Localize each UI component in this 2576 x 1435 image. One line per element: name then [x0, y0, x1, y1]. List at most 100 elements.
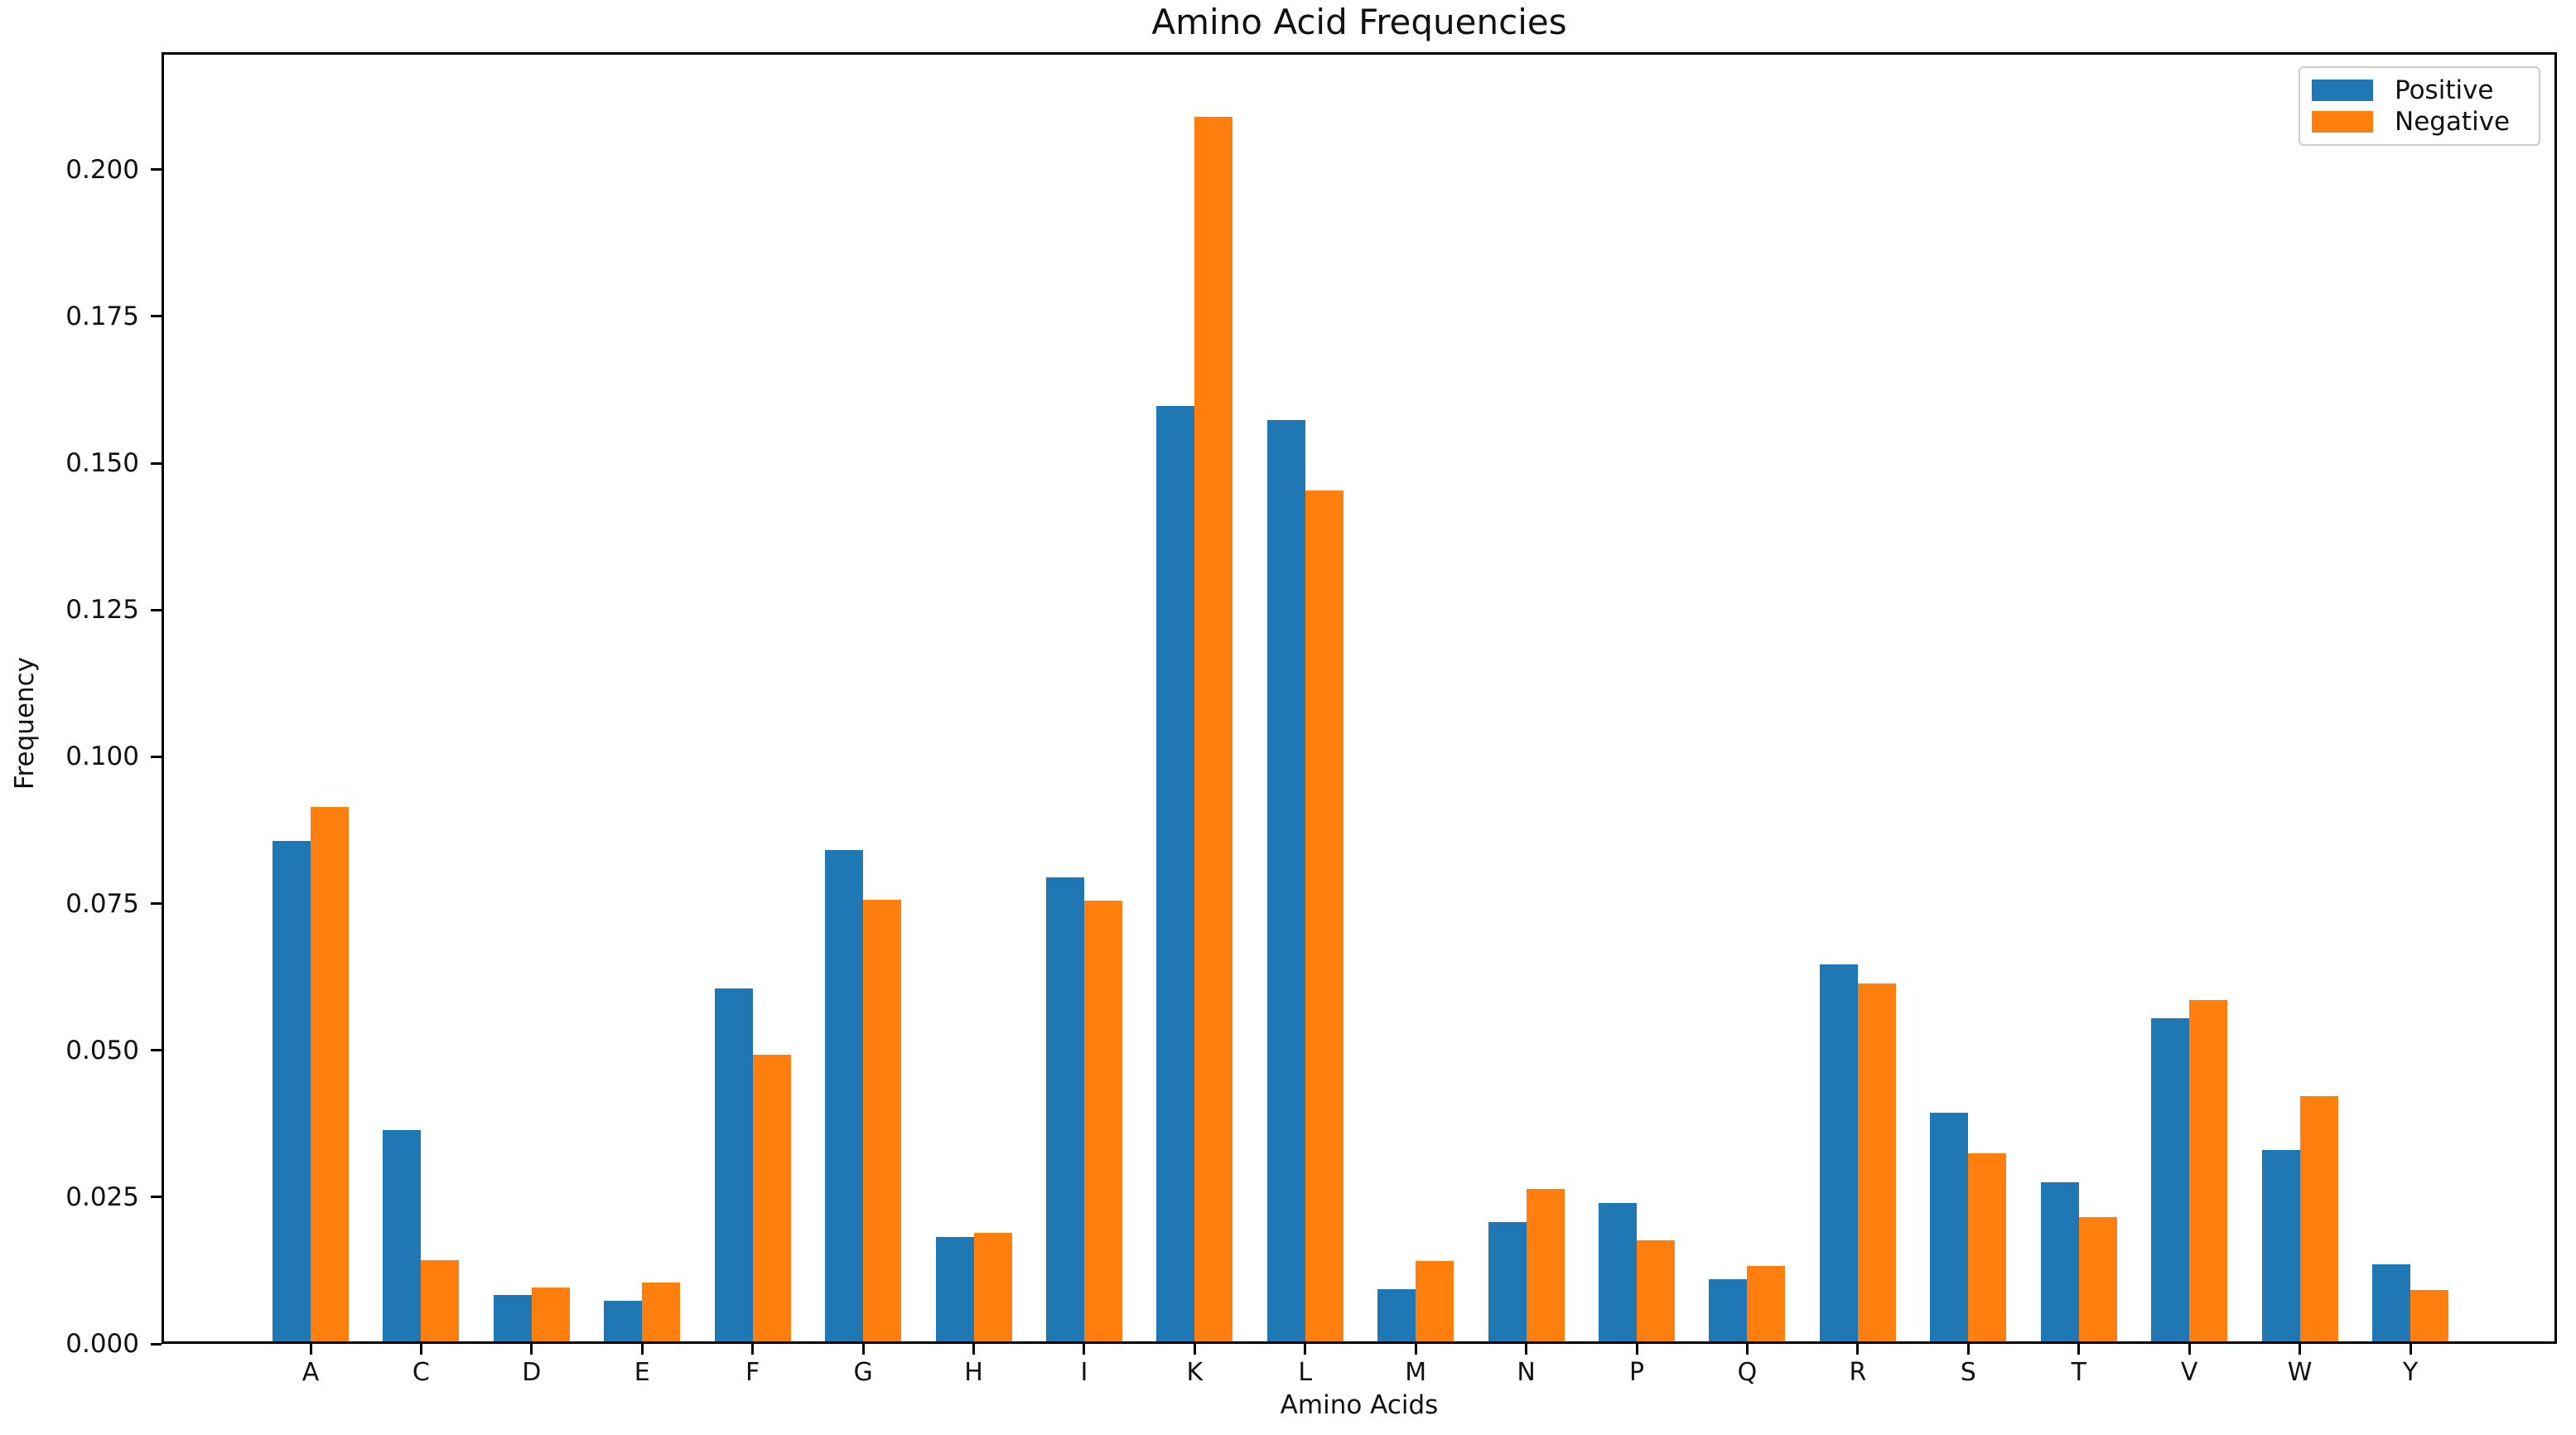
legend-swatch-positive-icon	[2312, 80, 2373, 101]
bar-negative-N	[1526, 1188, 1565, 1341]
y-tick-mark	[151, 1342, 162, 1346]
x-tick-label-Q: Q	[1737, 1358, 1758, 1387]
x-tick-label-V: V	[2180, 1358, 2198, 1387]
x-tick-label-K: K	[1186, 1358, 1204, 1387]
y-tick-label: 0.125	[65, 595, 139, 626]
bar-positive-Q	[1709, 1279, 1748, 1341]
legend-swatch-negative-icon	[2312, 111, 2373, 133]
y-tick-mark	[151, 461, 162, 465]
x-tick-mark	[1525, 1344, 1528, 1355]
bar-negative-S	[1968, 1153, 2007, 1341]
x-axis-label: Amino Acids	[1280, 1390, 1439, 1420]
x-tick-mark	[640, 1344, 644, 1355]
x-tick-mark	[419, 1344, 422, 1355]
bar-negative-W	[2299, 1095, 2338, 1341]
legend-item-positive: Positive	[2312, 76, 2527, 104]
bar-positive-F	[714, 988, 753, 1341]
bar-negative-Q	[1747, 1265, 1786, 1341]
y-tick-label: 0.175	[65, 301, 139, 331]
bar-negative-I	[1083, 900, 1122, 1341]
bar-negative-M	[1416, 1261, 1454, 1341]
bar-positive-R	[1819, 964, 1858, 1341]
bar-positive-C	[383, 1130, 422, 1341]
x-tick-label-Y: Y	[2402, 1358, 2419, 1387]
bar-positive-T	[2040, 1182, 2079, 1341]
y-tick-mark	[151, 608, 162, 611]
bar-positive-H	[935, 1237, 974, 1341]
legend-label-negative: Negative	[2395, 107, 2511, 137]
bar-negative-D	[531, 1287, 570, 1341]
x-tick-mark	[972, 1344, 976, 1355]
bar-positive-L	[1266, 419, 1305, 1341]
legend-label-positive: Positive	[2395, 75, 2494, 105]
x-tick-label-E: E	[634, 1358, 650, 1387]
x-tick-mark	[530, 1344, 533, 1355]
x-tick-label-C: C	[412, 1358, 430, 1387]
x-tick-label-M: M	[1405, 1358, 1427, 1387]
y-tick-mark	[151, 168, 162, 172]
y-tick-label: 0.050	[65, 1035, 139, 1065]
bar-positive-I	[1045, 877, 1084, 1341]
bar-negative-A	[311, 806, 349, 1341]
x-tick-label-S: S	[1960, 1358, 1976, 1387]
bar-positive-E	[604, 1301, 643, 1341]
bar-positive-D	[493, 1295, 532, 1341]
x-tick-label-L: L	[1298, 1358, 1313, 1387]
y-tick-mark	[151, 902, 162, 906]
bar-positive-K	[1156, 405, 1195, 1341]
x-tick-label-N: N	[1517, 1358, 1536, 1387]
y-axis-label: Frequency	[10, 656, 40, 790]
x-tick-mark	[751, 1344, 755, 1355]
x-tick-label-P: P	[1629, 1358, 1645, 1387]
bar-positive-P	[1599, 1202, 1638, 1341]
bar-negative-V	[2189, 1000, 2228, 1341]
x-tick-label-R: R	[1849, 1358, 1867, 1387]
x-tick-mark	[2299, 1344, 2302, 1355]
y-tick-mark	[151, 1196, 162, 1199]
y-tick-label: 0.075	[65, 888, 139, 919]
chart-title: Amino Acid Frequencies	[1151, 2, 1567, 42]
bar-positive-V	[2151, 1018, 2190, 1341]
x-tick-label-W: W	[2287, 1358, 2313, 1387]
y-tick-label: 0.200	[65, 154, 139, 185]
x-tick-label-A: A	[301, 1358, 320, 1387]
x-tick-mark	[1745, 1344, 1749, 1355]
x-tick-label-I: I	[1080, 1358, 1088, 1387]
x-tick-label-G: G	[853, 1358, 873, 1387]
x-tick-label-D: D	[522, 1358, 542, 1387]
bar-positive-G	[825, 850, 864, 1341]
x-tick-mark	[1193, 1344, 1196, 1355]
y-tick-mark	[151, 755, 162, 758]
x-tick-label-F: F	[745, 1358, 760, 1387]
bar-positive-M	[1377, 1289, 1416, 1341]
bar-negative-K	[1194, 116, 1233, 1341]
y-tick-label: 0.100	[65, 742, 139, 772]
x-tick-mark	[1414, 1344, 1417, 1355]
y-tick-label: 0.025	[65, 1181, 139, 1212]
x-tick-mark	[861, 1344, 865, 1355]
bar-negative-Y	[2410, 1289, 2448, 1341]
x-tick-mark	[309, 1344, 312, 1355]
bar-negative-C	[421, 1260, 460, 1341]
bar-negative-R	[1857, 983, 1896, 1341]
x-tick-mark	[1966, 1344, 1970, 1355]
y-tick-mark	[151, 315, 162, 318]
y-tick-label: 0.150	[65, 448, 139, 479]
x-tick-mark	[1083, 1344, 1086, 1355]
bar-positive-N	[1488, 1222, 1527, 1341]
bar-negative-T	[2078, 1216, 2117, 1341]
x-tick-mark	[2188, 1344, 2191, 1355]
bar-negative-F	[752, 1055, 791, 1341]
x-tick-mark	[1856, 1344, 1860, 1355]
x-tick-mark	[2409, 1344, 2412, 1355]
bar-negative-P	[1637, 1240, 1676, 1341]
x-tick-mark	[1304, 1344, 1307, 1355]
bar-positive-W	[2261, 1150, 2300, 1341]
legend-item-negative: Negative	[2312, 108, 2527, 136]
x-tick-mark	[1635, 1344, 1638, 1355]
bar-negative-H	[973, 1233, 1012, 1341]
bar-negative-E	[642, 1283, 681, 1341]
x-tick-label-H: H	[964, 1358, 983, 1387]
bar-positive-A	[273, 841, 311, 1341]
